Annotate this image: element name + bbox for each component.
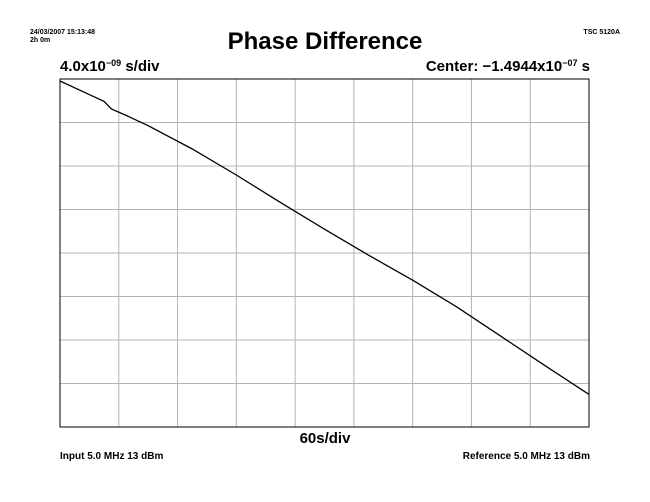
x-scale-label: 60s/div xyxy=(299,430,351,447)
y-scale-label: 4.0x10−09 s/div xyxy=(60,58,160,75)
plot-frame xyxy=(59,78,590,428)
timestamp-date: 24/03/2007 15:13:48 xyxy=(30,29,95,36)
center-exponent: −07 xyxy=(562,58,578,68)
phase-trace xyxy=(59,80,590,395)
center-unit: s xyxy=(577,58,590,75)
center-prefix: Center: xyxy=(425,58,483,75)
center-value-label: Center: −1.4944x10−07 s xyxy=(426,58,590,75)
instrument-model: TSC 5120A xyxy=(583,29,620,36)
y-scale-mantissa: 4.0x10 xyxy=(60,58,106,75)
timestamp: 24/03/2007 15:13:48 2h 0m xyxy=(30,29,95,45)
timestamp-duration: 2h 0m xyxy=(30,37,51,44)
chart-title: Phase Difference xyxy=(227,28,423,55)
plot-grid xyxy=(60,79,589,427)
y-scale-exponent: −09 xyxy=(105,58,122,68)
y-scale-unit: s/div xyxy=(121,58,160,75)
reference-signal-label: Reference 5.0 MHz 13 dBm xyxy=(462,451,590,462)
center-mantissa: −1.4944x10 xyxy=(482,58,563,75)
input-signal-label: Input 5.0 MHz 13 dBm xyxy=(60,451,164,462)
